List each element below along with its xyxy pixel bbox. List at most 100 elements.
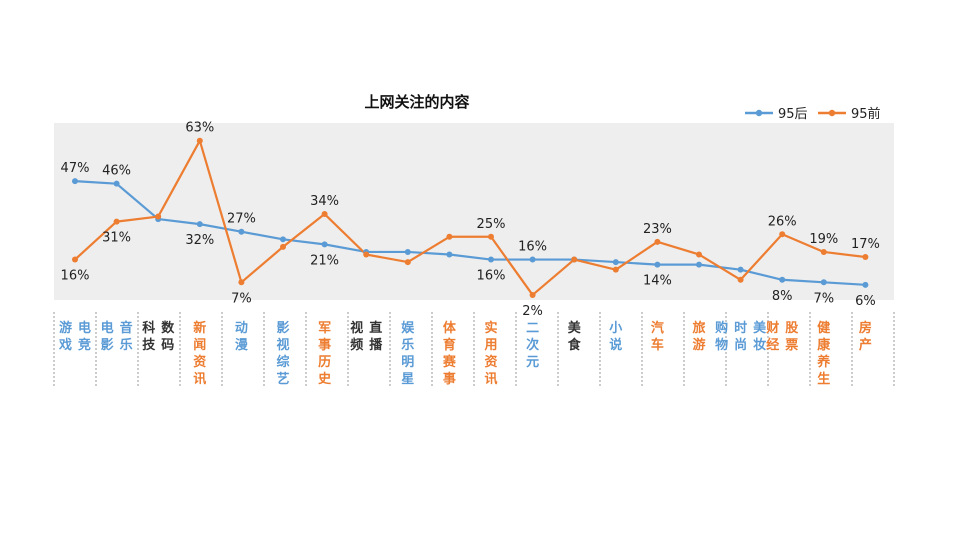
series-0-point-6 <box>321 241 328 248</box>
category-label-7-char: 播 <box>369 337 383 353</box>
series-1-point-15 <box>696 251 702 258</box>
series-1-point-16 <box>737 276 744 283</box>
category-label-16-char: 购 <box>715 320 728 336</box>
category-label-14: 汽车 <box>651 320 664 353</box>
category-label-2-char: 码 <box>161 338 174 353</box>
category-label-13-char: 说 <box>609 337 622 353</box>
category-label-9-char: 赛 <box>442 354 457 370</box>
category-label-10-char: 用 <box>483 338 497 353</box>
category-label-7-char: 视 <box>350 320 363 336</box>
category-label-17-char: 股 <box>785 321 798 336</box>
series-1-point-6 <box>321 211 328 218</box>
category-label-14-char: 汽 <box>651 320 664 336</box>
category-label-11-char: 元 <box>526 355 539 370</box>
category-label-4: 动漫 <box>235 321 248 353</box>
series-1-point-14 <box>654 238 661 245</box>
series-1-point-4 <box>238 279 245 286</box>
series-0-point-17 <box>779 276 786 283</box>
category-label-16-char: 妆 <box>753 337 766 353</box>
series-1-point-5 <box>280 243 286 250</box>
category-label-5-char: 影 <box>276 320 289 336</box>
series-0-point-5 <box>280 236 286 243</box>
category-label-0-char: 戏 <box>58 337 72 353</box>
category-label-6-char: 史 <box>318 371 332 387</box>
category-label-17-char: 经 <box>766 337 779 353</box>
category-label-18-char: 康 <box>817 337 831 353</box>
plot-area <box>54 123 894 300</box>
category-label-10-char: 实 <box>484 320 497 336</box>
series-1-data-label-4: 7% <box>231 291 252 306</box>
series-0-data-label-6: 21% <box>310 253 339 268</box>
series-0-data-label-0: 47% <box>61 161 90 176</box>
series-1-data-label-0: 16% <box>61 269 90 284</box>
chart-title: 上网关注的内容 <box>364 93 469 111</box>
category-label-16-char: 时 <box>734 320 747 336</box>
series-1-point-7 <box>363 251 370 258</box>
category-label-4-char: 动 <box>235 321 248 336</box>
category-label-0-char: 游 <box>59 320 72 336</box>
series-0-data-label-1: 46% <box>102 164 131 179</box>
category-label-18-char: 生 <box>817 371 830 387</box>
category-label-3-char: 资 <box>193 354 206 370</box>
category-label-8-char: 乐 <box>401 337 414 353</box>
category-label-12-char: 食 <box>568 337 582 353</box>
series-0-point-4 <box>238 228 245 235</box>
series-1-data-label-6: 34% <box>310 194 339 209</box>
category-label-3-char: 闻 <box>193 338 206 353</box>
category-label-19-char: 房 <box>859 320 872 336</box>
series-0-point-16 <box>737 266 744 273</box>
series-1-data-label-1: 31% <box>102 231 131 246</box>
series-1-data-label-14: 23% <box>643 222 672 237</box>
category-label-5-char: 综 <box>276 354 289 370</box>
series-0-data-label-17: 8% <box>772 289 793 304</box>
category-label-18-char: 健 <box>817 320 830 336</box>
category-label-6-char: 历 <box>318 355 331 370</box>
series-0-point-1 <box>113 180 120 187</box>
category-label-4-char: 漫 <box>235 337 248 353</box>
series-1-data-label-10: 25% <box>477 217 506 232</box>
series-1-data-label-19: 17% <box>851 237 880 252</box>
series-1-point-9 <box>446 233 453 240</box>
series-1-data-label-3: 63% <box>185 121 214 136</box>
category-label-5-char: 视 <box>276 337 289 353</box>
category-label-6-char: 事 <box>318 337 331 353</box>
series-1-point-12 <box>571 256 578 263</box>
series-0-data-label-11: 16% <box>518 240 547 255</box>
category-label-13: 小说 <box>609 321 622 353</box>
category-labels: 游戏电竞电影音乐科技数码新闻资讯动漫影视综艺军事历史视频直播娱乐明星体育赛事实用… <box>58 320 872 387</box>
series-1-point-18 <box>820 248 827 255</box>
series-1-point-17 <box>779 231 786 238</box>
series-0-point-19 <box>862 281 869 288</box>
category-label-16-char: 尚 <box>734 337 747 353</box>
series-0-data-label-19: 6% <box>855 294 876 309</box>
category-label-16-char: 美 <box>753 320 767 336</box>
category-label-9-char: 育 <box>443 337 456 353</box>
category-label-11-char: 次 <box>526 337 539 353</box>
category-label-8-char: 娱 <box>401 321 415 336</box>
category-label-15-char: 旅 <box>692 320 705 336</box>
category-label-2-char: 数 <box>161 320 175 336</box>
category-label-16-char: 物 <box>715 337 728 353</box>
legend-entry-series-1: 95前 <box>818 106 881 122</box>
category-label-1-char: 电 <box>101 320 114 336</box>
series-1-point-0 <box>72 256 78 263</box>
category-label-15: 旅游 <box>692 320 705 353</box>
category-label-1-char: 音 <box>120 320 133 336</box>
series-0-point-18 <box>820 279 827 286</box>
category-label-8-char: 明 <box>401 355 414 370</box>
category-label-7-char: 频 <box>350 337 363 353</box>
legend-label-series-1: 95前 <box>851 106 881 122</box>
legend-entry-series-0: 95后 <box>745 107 808 122</box>
category-label-2-char: 科 <box>142 320 155 336</box>
category-label-6-char: 军 <box>318 321 331 336</box>
category-label-0-char: 竞 <box>78 337 91 353</box>
series-1-data-label-17: 26% <box>768 214 797 229</box>
series-0-point-11 <box>529 256 536 263</box>
